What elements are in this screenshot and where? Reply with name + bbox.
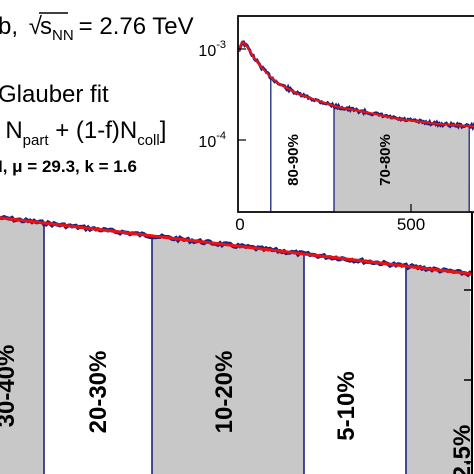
main-bin-label: 2.5%	[449, 425, 474, 474]
inset-frame-outline	[237, 15, 474, 213]
inset-bin-label: 70-80%	[377, 134, 394, 186]
inset-x-tick-label: 0	[235, 215, 244, 234]
header-system-label: b, √	[0, 13, 43, 40]
main-bin-label: 20-30%	[85, 351, 112, 434]
main-bin-shade-30-40	[0, 217, 44, 474]
main-bin-shade-2.5	[406, 266, 472, 474]
main-bin-label: 30-40%	[0, 345, 20, 428]
inset-x-tick-label: 500	[397, 215, 425, 234]
inset-fit-series	[237, 40, 474, 128]
inset-bin-label: 80-90%	[285, 134, 302, 186]
main-bin-label: 10-20%	[211, 351, 238, 434]
fit-formula: f Npart + (1-f)Ncoll]	[0, 117, 166, 149]
main-bin-label: 5-10%	[333, 371, 360, 440]
inset-y-tick-label: 10-3	[198, 39, 226, 60]
fit-title: Glauber fit	[0, 81, 109, 108]
inset-panel: 10-3 10-4 0 500 80-90% 70-80%	[198, 15, 474, 234]
fit-params: I, μ = 29.3, k = 1.6	[0, 157, 137, 176]
energy-label: sNN = 2.76 TeV	[40, 13, 194, 44]
main-fit-series	[0, 216, 473, 276]
inset-bin-shade-70-80	[334, 105, 470, 212]
main-bin-shade-10-20	[152, 235, 304, 474]
inset-y-tick-label: 10-4	[198, 130, 226, 151]
